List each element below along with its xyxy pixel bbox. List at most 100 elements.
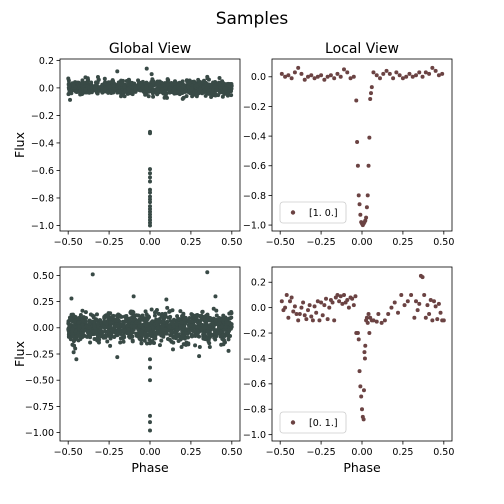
data-point xyxy=(309,73,313,77)
data-point xyxy=(319,301,323,305)
data-point xyxy=(155,308,159,312)
x-tick-label: 0.50 xyxy=(221,237,242,248)
data-point xyxy=(388,72,392,76)
data-point xyxy=(375,73,379,77)
data-point xyxy=(404,75,408,79)
data-point xyxy=(362,417,366,421)
data-point xyxy=(67,335,71,339)
data-point xyxy=(155,92,159,96)
data-point xyxy=(380,321,384,325)
y-tick-label: 0.00 xyxy=(33,323,54,334)
data-point xyxy=(369,91,373,95)
y-tick-label: 0.0 xyxy=(251,303,266,314)
data-point xyxy=(208,323,212,327)
data-point xyxy=(130,330,134,334)
data-point xyxy=(177,87,181,91)
x-tick-label: 0.25 xyxy=(180,237,201,248)
data-point xyxy=(148,223,152,227)
data-point xyxy=(132,324,136,328)
x-tick-label: −0.50 xyxy=(266,447,295,458)
y-tick-label: −0.50 xyxy=(25,376,54,387)
data-point xyxy=(175,314,179,318)
data-point xyxy=(198,345,202,349)
panel-title: Local View xyxy=(325,41,399,57)
data-point xyxy=(363,356,367,360)
data-point xyxy=(198,87,202,91)
data-point xyxy=(303,313,307,317)
data-point xyxy=(365,205,369,209)
data-point xyxy=(82,315,86,319)
data-point xyxy=(359,395,363,399)
data-point xyxy=(367,136,371,140)
data-point xyxy=(358,384,362,388)
x-tick-label: −0.25 xyxy=(95,447,124,458)
data-point xyxy=(153,332,157,336)
data-point xyxy=(178,309,182,313)
x-tick-label: 0.50 xyxy=(221,447,242,458)
data-point xyxy=(385,69,389,73)
data-point xyxy=(437,302,441,306)
data-point xyxy=(148,131,152,135)
data-point xyxy=(150,334,154,338)
data-point xyxy=(299,72,303,76)
data-point xyxy=(184,343,188,347)
data-point xyxy=(202,337,206,341)
data-point xyxy=(376,312,380,316)
data-point xyxy=(301,301,305,305)
data-point xyxy=(220,90,224,94)
data-point xyxy=(416,308,420,312)
data-point xyxy=(363,344,367,348)
y-tick-label: −0.6 xyxy=(31,166,54,177)
data-point xyxy=(391,76,395,80)
data-point xyxy=(427,312,431,316)
data-point xyxy=(148,420,152,424)
chart-panel-top-left: −0.50 −0.25 0.00 0.25 0.500.20.0−0.2−0.4−0.6… xyxy=(12,41,242,248)
data-point xyxy=(422,293,426,297)
data-point xyxy=(148,190,152,194)
data-point xyxy=(190,319,194,323)
data-point xyxy=(103,336,107,340)
data-point xyxy=(87,322,91,326)
data-point xyxy=(335,72,339,76)
data-point xyxy=(207,92,211,96)
data-point xyxy=(205,75,209,79)
data-point xyxy=(77,317,81,321)
data-point xyxy=(319,73,323,77)
data-point xyxy=(71,83,75,87)
y-tick-label: −0.8 xyxy=(243,191,266,202)
data-point xyxy=(122,340,126,344)
data-point xyxy=(201,310,205,314)
data-point xyxy=(171,322,175,326)
data-point xyxy=(421,275,425,279)
y-tick-label: −1.00 xyxy=(25,428,54,439)
data-point xyxy=(149,320,153,324)
y-tick-label: −1.0 xyxy=(31,221,54,232)
data-point xyxy=(189,312,193,316)
data-point xyxy=(421,75,425,79)
data-point xyxy=(195,333,199,337)
y-tick-label: 0.0 xyxy=(39,83,54,94)
data-point xyxy=(212,84,216,88)
data-point xyxy=(147,315,151,319)
data-point xyxy=(358,202,362,206)
data-point xyxy=(119,336,123,340)
data-point xyxy=(156,326,160,330)
data-point xyxy=(221,318,225,322)
data-point xyxy=(168,309,172,313)
data-point xyxy=(208,83,212,87)
x-tick-label: −0.50 xyxy=(54,237,83,248)
data-point xyxy=(208,335,212,339)
data-point xyxy=(280,72,284,76)
data-point xyxy=(80,331,84,335)
data-point xyxy=(393,301,397,305)
data-point xyxy=(171,341,175,345)
data-point xyxy=(425,303,429,307)
legend-label: [1. 0.] xyxy=(309,208,338,219)
data-point xyxy=(164,297,168,301)
data-point xyxy=(285,293,289,297)
data-point xyxy=(173,335,177,339)
data-point xyxy=(427,72,431,76)
data-point xyxy=(217,81,221,85)
data-point xyxy=(164,93,168,97)
